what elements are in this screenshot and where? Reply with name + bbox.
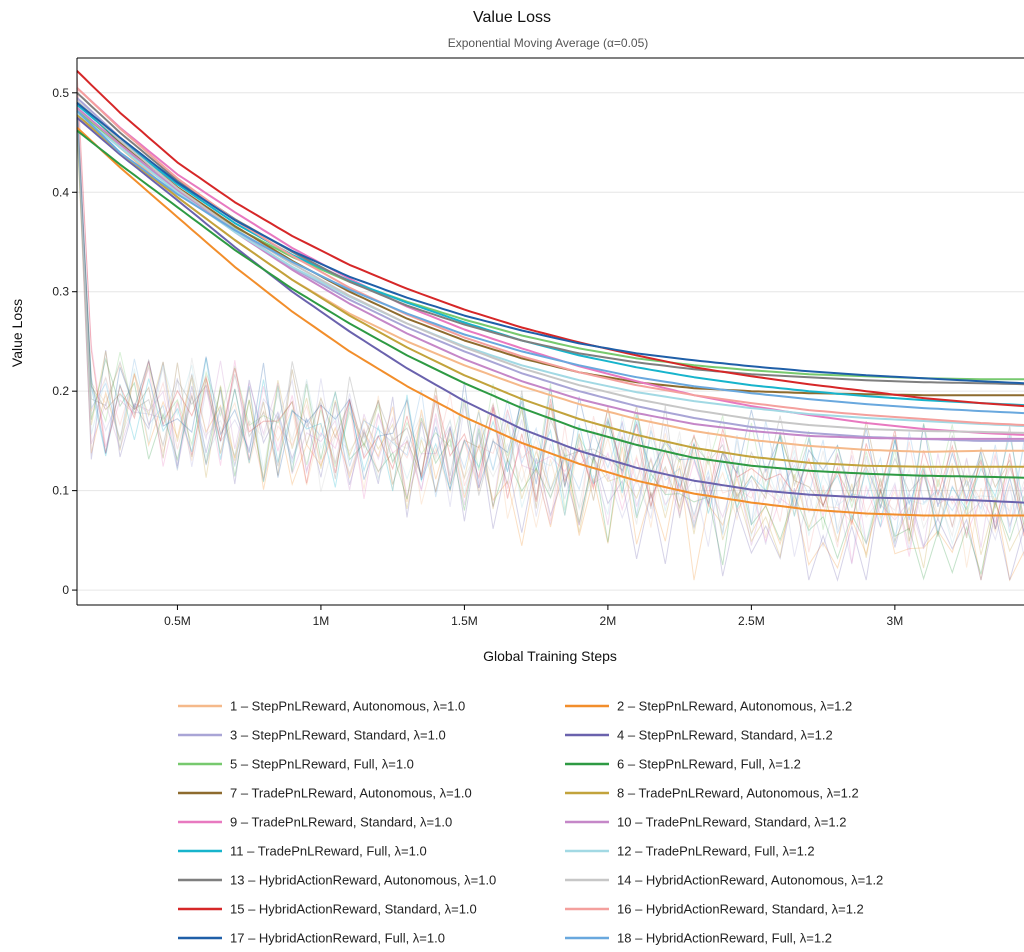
legend-label: 4 – StepPnLReward, Standard, λ=1.2 xyxy=(617,728,833,743)
raw-series-line xyxy=(76,114,1024,569)
series-line xyxy=(76,116,1024,504)
series-line xyxy=(76,103,1024,407)
x-tick-label: 1.5M xyxy=(451,614,478,628)
raw-series-line xyxy=(76,87,1024,564)
x-tick-label: 2M xyxy=(600,614,617,628)
raw-series-line xyxy=(76,100,1024,538)
raw-series-line xyxy=(76,127,1024,582)
legend-label: 7 – TradePnLReward, Autonomous, λ=1.0 xyxy=(230,786,472,801)
raw-series-line xyxy=(76,107,1024,568)
raw-series-line xyxy=(76,117,1024,582)
x-tick-label: 1M xyxy=(313,614,330,628)
y-tick-label: 0.5 xyxy=(52,86,69,100)
legend-item: 13 – HybridActionReward, Autonomous, λ=1… xyxy=(178,873,496,888)
legend-item: 7 – TradePnLReward, Autonomous, λ=1.0 xyxy=(178,786,472,801)
legend-label: 9 – TradePnLReward, Standard, λ=1.0 xyxy=(230,815,452,830)
legend-item: 3 – StepPnLReward, Standard, λ=1.0 xyxy=(178,728,446,743)
series-line xyxy=(76,87,1024,426)
y-tick-label: 0.2 xyxy=(52,384,69,398)
series-line xyxy=(76,109,1024,415)
x-tick-label: 0.5M xyxy=(164,614,191,628)
legend-item: 17 – HybridActionReward, Full, λ=1.0 xyxy=(178,931,445,946)
series-line xyxy=(76,126,1024,517)
series-line xyxy=(76,106,1024,440)
legend-item: 4 – StepPnLReward, Standard, λ=1.2 xyxy=(565,728,833,743)
legend-label: 12 – TradePnLReward, Full, λ=1.2 xyxy=(617,844,815,859)
y-axis-label: Value Loss xyxy=(9,299,25,367)
y-tick-label: 0.1 xyxy=(52,484,69,498)
legend-label: 6 – StepPnLReward, Full, λ=1.2 xyxy=(617,757,801,772)
smoothed-series-layer xyxy=(76,70,1024,517)
legend-label: 18 – HybridActionReward, Full, λ=1.2 xyxy=(617,931,832,946)
legend: 1 – StepPnLReward, Autonomous, λ=1.0 2 – … xyxy=(178,699,883,946)
legend-label: 1 – StepPnLReward, Autonomous, λ=1.0 xyxy=(230,699,465,714)
legend-label: 14 – HybridActionReward, Autonomous, λ=1… xyxy=(617,873,883,888)
y-tick-label: 0.4 xyxy=(52,185,69,199)
series-line xyxy=(76,113,1024,468)
chart-subtitle: Exponential Moving Average (α=0.05) xyxy=(448,36,649,50)
legend-label: 3 – StepPnLReward, Standard, λ=1.0 xyxy=(230,728,446,743)
x-tick-label: 3M xyxy=(887,614,904,628)
y-tick-label: 0 xyxy=(62,583,69,597)
legend-item: 10 – TradePnLReward, Standard, λ=1.2 xyxy=(565,815,846,830)
raw-series-line xyxy=(76,102,1024,542)
legend-item: 14 – HybridActionReward, Autonomous, λ=1… xyxy=(565,873,883,888)
legend-label: 16 – HybridActionReward, Standard, λ=1.2 xyxy=(617,902,864,917)
raw-series-line xyxy=(76,70,1024,537)
x-tick-label: 2.5M xyxy=(738,614,765,628)
series-line xyxy=(76,70,1024,408)
series-line xyxy=(76,102,1024,397)
legend-label: 5 – StepPnLReward, Full, λ=1.0 xyxy=(230,757,414,772)
series-line xyxy=(76,129,1024,479)
raw-series-line xyxy=(76,102,1024,533)
legend-label: 10 – TradePnLReward, Standard, λ=1.2 xyxy=(617,815,846,830)
chart-title: Value Loss xyxy=(473,9,551,26)
legend-item: 11 – TradePnLReward, Full, λ=1.0 xyxy=(178,844,427,859)
series-line xyxy=(76,102,1024,385)
legend-item: 8 – TradePnLReward, Autonomous, λ=1.2 xyxy=(565,786,859,801)
legend-item: 18 – HybridActionReward, Full, λ=1.2 xyxy=(565,931,832,946)
legend-label: 8 – TradePnLReward, Autonomous, λ=1.2 xyxy=(617,786,859,801)
legend-label: 11 – TradePnLReward, Full, λ=1.0 xyxy=(230,844,427,859)
legend-item: 16 – HybridActionReward, Standard, λ=1.2 xyxy=(565,902,864,917)
series-line xyxy=(76,111,1024,427)
raw-series-line xyxy=(76,110,1024,535)
legend-label: 15 – HybridActionReward, Standard, λ=1.0 xyxy=(230,902,477,917)
raw-series-line xyxy=(76,104,1024,536)
legend-item: 5 – StepPnLReward, Full, λ=1.0 xyxy=(178,757,414,772)
legend-label: 17 – HybridActionReward, Full, λ=1.0 xyxy=(230,931,445,946)
legend-label: 13 – HybridActionReward, Autonomous, λ=1… xyxy=(230,873,496,888)
series-line xyxy=(76,109,1024,381)
raw-series-line xyxy=(76,107,1024,550)
legend-item: 9 – TradePnLReward, Standard, λ=1.0 xyxy=(178,815,452,830)
legend-item: 6 – StepPnLReward, Full, λ=1.2 xyxy=(565,757,801,772)
legend-item: 12 – TradePnLReward, Full, λ=1.2 xyxy=(565,844,815,859)
raw-series-line xyxy=(76,97,1024,565)
raw-series-line xyxy=(76,112,1024,546)
legend-item: 2 – StepPnLReward, Autonomous, λ=1.2 xyxy=(565,699,852,714)
legend-item: 15 – HybridActionReward, Standard, λ=1.0 xyxy=(178,902,477,917)
raw-series-line xyxy=(76,110,1024,544)
raw-series-line xyxy=(76,130,1024,581)
legend-label: 2 – StepPnLReward, Autonomous, λ=1.2 xyxy=(617,699,852,714)
y-tick-label: 0.3 xyxy=(52,285,69,299)
legend-item: 1 – StepPnLReward, Autonomous, λ=1.0 xyxy=(178,699,465,714)
axes: 0 0.1 0.2 0.3 0.4 0.5 0.5M 1M 1.5M 2M 2.5M 3M xyxy=(52,57,1024,628)
raw-series-layer xyxy=(76,70,1024,582)
x-axis-label: Global Training Steps xyxy=(483,648,617,664)
